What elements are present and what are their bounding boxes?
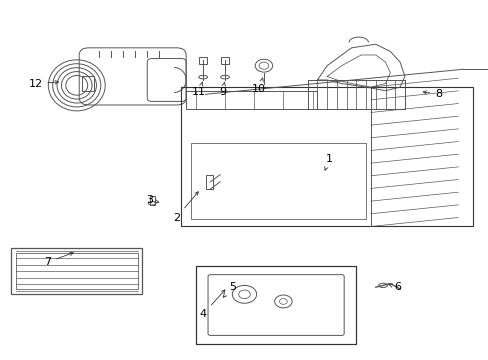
Text: 5: 5	[223, 282, 235, 297]
Bar	[11, 248, 142, 294]
Text: 10: 10	[252, 78, 265, 94]
Bar	[205, 175, 212, 189]
Text: 7: 7	[44, 252, 73, 267]
Bar	[196, 266, 356, 344]
Bar	[181, 87, 472, 226]
Text: 11: 11	[192, 82, 206, 98]
Bar	[149, 196, 154, 205]
Text: 6: 6	[388, 282, 400, 292]
Bar	[16, 253, 137, 289]
Bar	[221, 58, 228, 64]
Text: 8: 8	[422, 89, 442, 99]
Text: 3: 3	[146, 195, 159, 204]
Bar	[181, 87, 370, 226]
Bar	[196, 266, 356, 344]
Bar	[191, 143, 366, 219]
Text: 4: 4	[199, 290, 224, 319]
Text: 1: 1	[324, 154, 332, 170]
Text: 2: 2	[173, 192, 198, 222]
Bar	[81, 76, 94, 91]
Bar	[186, 91, 317, 109]
Text: 12: 12	[28, 78, 59, 89]
Bar	[199, 58, 206, 64]
Text: 9: 9	[219, 82, 226, 98]
